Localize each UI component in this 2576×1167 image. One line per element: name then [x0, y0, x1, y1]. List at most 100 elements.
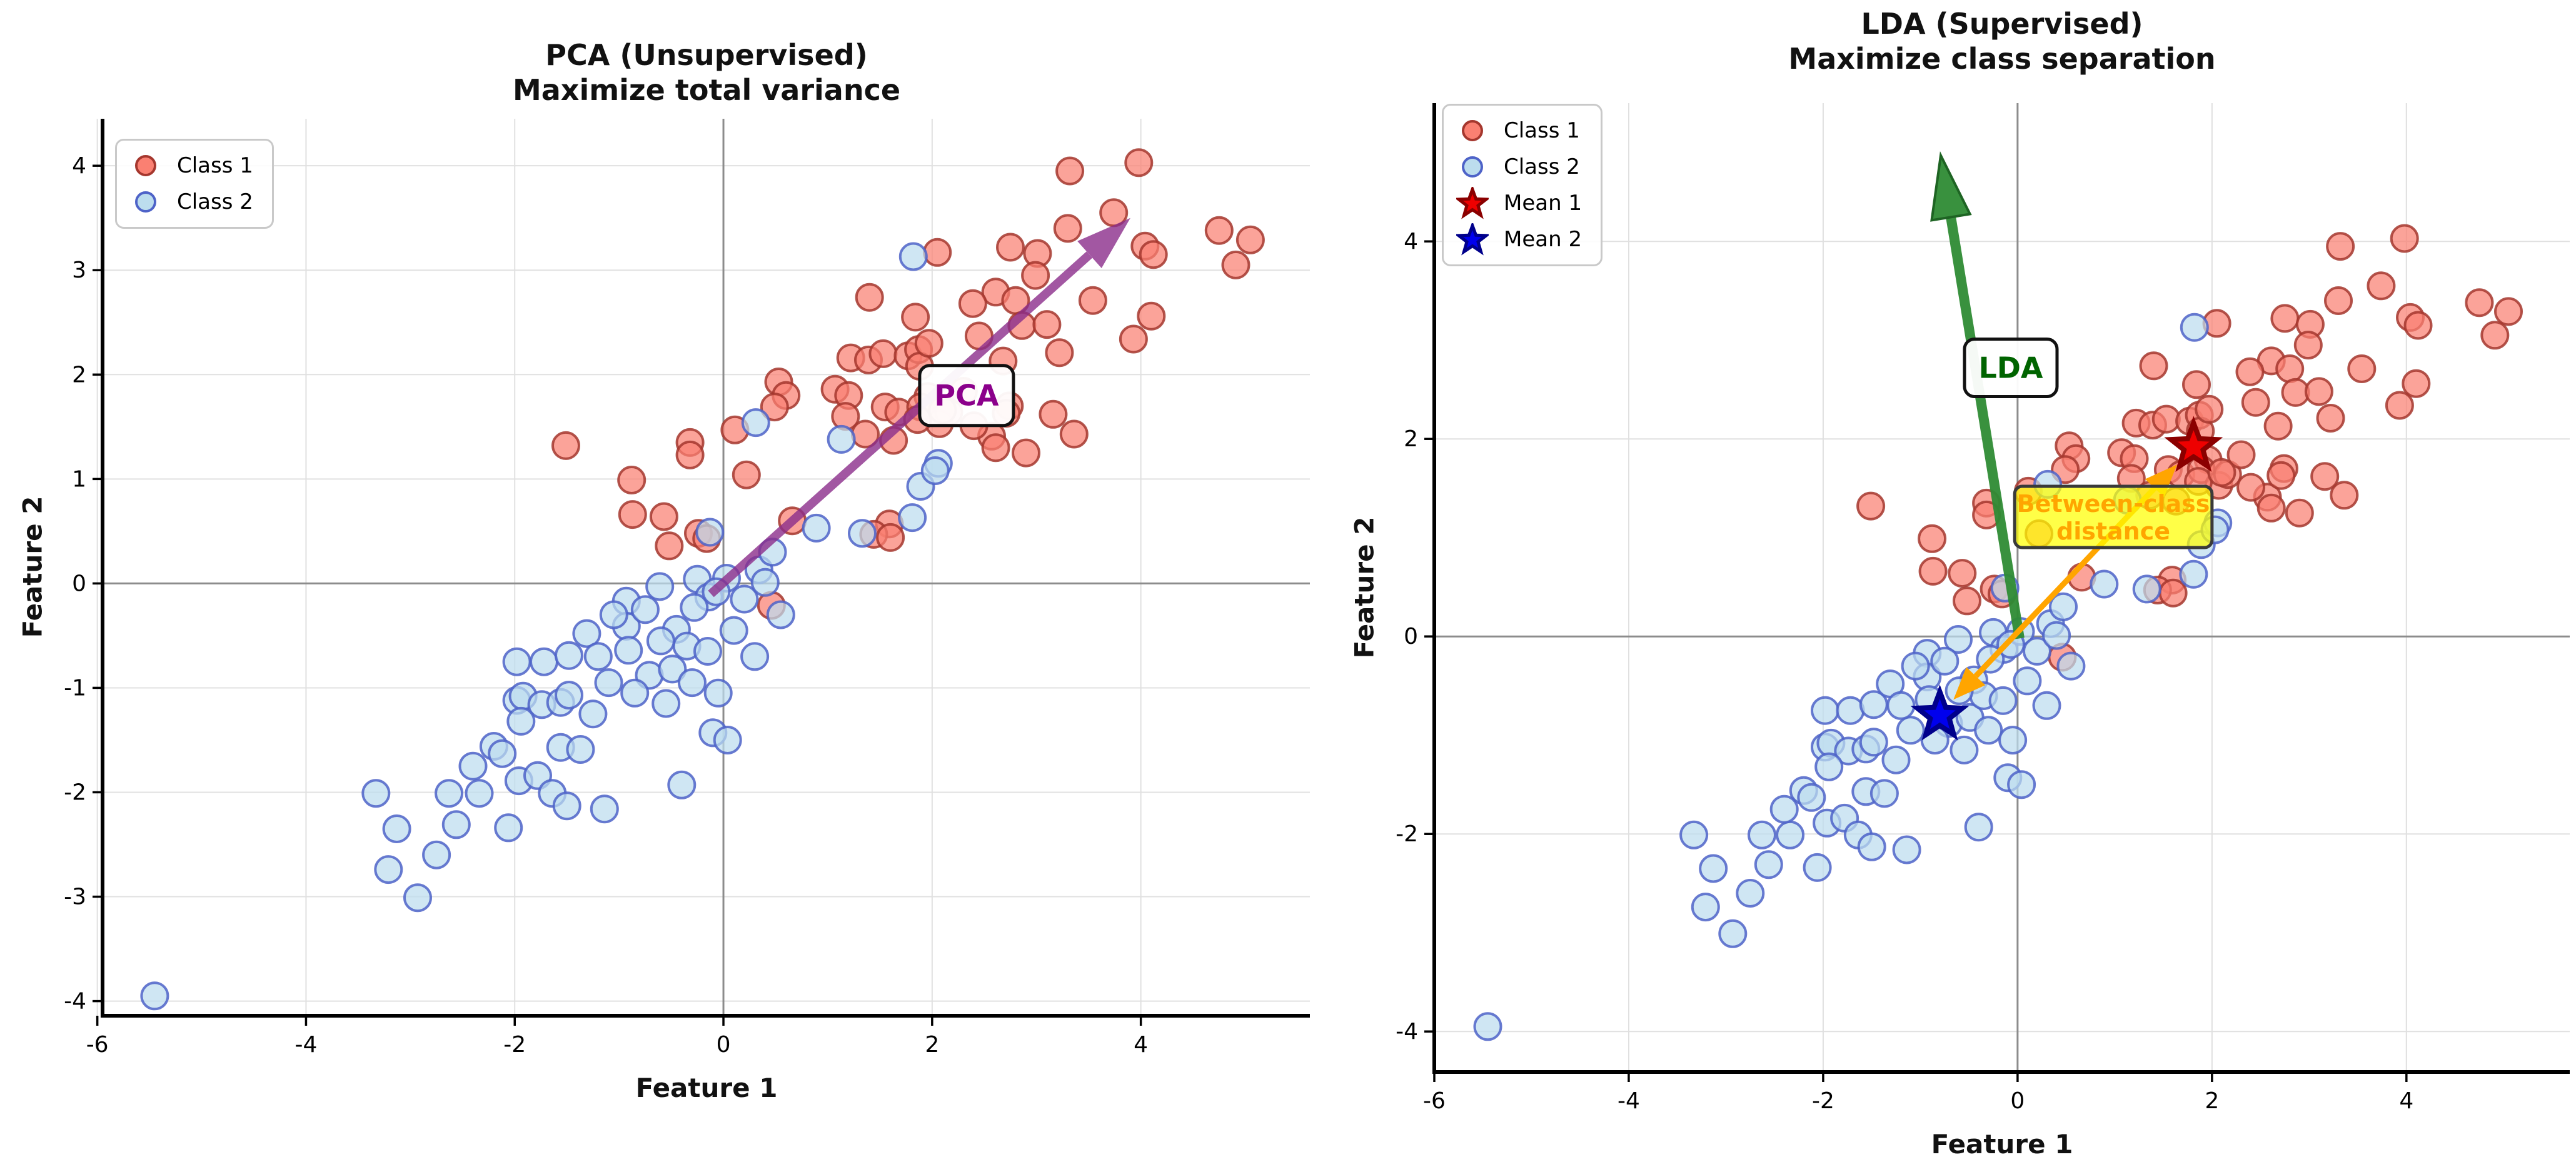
class2-point	[848, 519, 877, 548]
class2-point	[2132, 574, 2161, 604]
pca-legend: Class 1 Class 2	[115, 139, 274, 229]
class2-point	[1859, 728, 1888, 757]
y-tick-label: 2	[1404, 426, 1418, 452]
class1-point	[2304, 377, 2333, 406]
legend-item-label: Class 2	[177, 189, 253, 214]
class2-point	[1811, 696, 1839, 725]
class2-point	[1748, 820, 1776, 849]
class1-point	[2330, 481, 2359, 510]
class1-point	[2275, 354, 2305, 383]
class2-point	[441, 810, 471, 839]
x-tick-label: 0	[717, 1032, 731, 1058]
lda-label-text: LDA	[1978, 351, 2043, 384]
class2-point	[1944, 625, 1973, 654]
class2-point	[2013, 666, 2042, 696]
class1-point	[868, 339, 898, 368]
circle-marker-icon	[1456, 120, 1489, 141]
y-tick-label: 1	[72, 466, 86, 492]
class2-point	[730, 584, 759, 614]
x-tick-label: 2	[925, 1032, 939, 1058]
class2-point	[703, 678, 733, 708]
legend-item: Class 2	[129, 186, 253, 218]
class1-point	[1948, 559, 1977, 588]
class1-point	[675, 440, 705, 469]
class1-point	[2158, 578, 2188, 608]
lda-title-line2: Maximize class separation	[1788, 42, 2216, 76]
lda-arrow-head	[1930, 151, 1972, 222]
mean2-star	[1910, 684, 1970, 741]
class2-point	[566, 735, 595, 764]
pca-yaxis-label: Feature 2	[17, 496, 48, 638]
class2-point	[713, 726, 742, 754]
lda-legend: Class 1 Class 2 Mean 1 Mean 2	[1442, 104, 1603, 266]
class2-point	[1814, 752, 1844, 781]
class2-point	[599, 600, 628, 629]
class2-point	[361, 779, 391, 808]
class2-point	[920, 456, 950, 485]
class2-point	[630, 595, 660, 624]
x-tick-label: -6	[86, 1032, 109, 1058]
x-tick-label: -4	[294, 1032, 317, 1058]
pca-title: PCA (Unsupervised) Maximize total varian…	[513, 38, 900, 108]
class1-point	[2195, 394, 2224, 424]
legend-item: Mean 2	[1456, 223, 1582, 256]
class2-point	[1803, 853, 1832, 882]
class2-point	[827, 424, 856, 454]
class1-point	[2310, 462, 2340, 491]
class1-point	[1039, 399, 1068, 429]
pca-title-line2: Maximize total variance	[512, 73, 901, 108]
class1-point	[2236, 473, 2265, 502]
class1-point	[1012, 438, 1040, 468]
class1-point	[1032, 310, 1062, 339]
lda-xaxis-label: Feature 1	[1931, 1129, 2073, 1159]
class2-point	[1776, 820, 1805, 849]
class2-point	[1896, 716, 1925, 745]
between-class-label-line1: Between-class	[2017, 490, 2210, 518]
x-tick-label: -2	[503, 1032, 526, 1058]
class2-point	[1699, 854, 1728, 883]
class1-point	[732, 460, 761, 489]
class2-point	[1950, 735, 1979, 764]
class2-point	[502, 647, 531, 676]
class1-point	[2390, 224, 2419, 253]
pca-label-text: PCA	[934, 379, 999, 413]
class2-point	[1892, 835, 1921, 864]
class2-point	[2180, 313, 2209, 342]
between-class-arrow-head	[1953, 667, 1986, 700]
class2-point	[678, 668, 707, 698]
class2-point	[552, 791, 581, 821]
class1-point	[655, 531, 684, 561]
class1-point	[1045, 338, 1074, 368]
class2-point	[667, 770, 697, 799]
y-tick-label: -2	[64, 780, 86, 806]
class2-point	[750, 568, 780, 597]
lda-yaxis-label: Feature 2	[1349, 516, 1380, 659]
class2-point	[403, 883, 432, 913]
pca-arrow-shaft	[708, 251, 1093, 598]
class2-point	[1869, 779, 1899, 808]
class2-point	[2056, 651, 2086, 681]
lda-title-line1: LDA (Supervised)	[1861, 7, 2143, 41]
star-marker-icon	[1456, 187, 1489, 219]
legend-circle-swatch	[1462, 156, 1483, 178]
class2-point	[422, 840, 451, 869]
class1-point	[1078, 286, 1107, 315]
y-tick-label: 4	[1404, 229, 1418, 254]
y-tick-label: 3	[72, 258, 86, 283]
class1-point	[617, 466, 647, 494]
class1-point	[2270, 304, 2300, 333]
class1-point	[2402, 369, 2431, 398]
x-tick-label: 4	[1134, 1032, 1148, 1058]
legend-item-label: Mean 1	[1504, 191, 1582, 216]
y-tick-label: 2	[72, 362, 86, 388]
class2-point	[1964, 813, 1993, 842]
class2-point	[1754, 850, 1783, 879]
class1-point	[760, 393, 789, 422]
class1-point	[876, 523, 905, 552]
x-tick-label: -2	[1812, 1088, 1834, 1114]
class1-point	[1137, 301, 1166, 331]
class1-point	[2494, 297, 2523, 326]
class1-point	[2285, 498, 2314, 528]
